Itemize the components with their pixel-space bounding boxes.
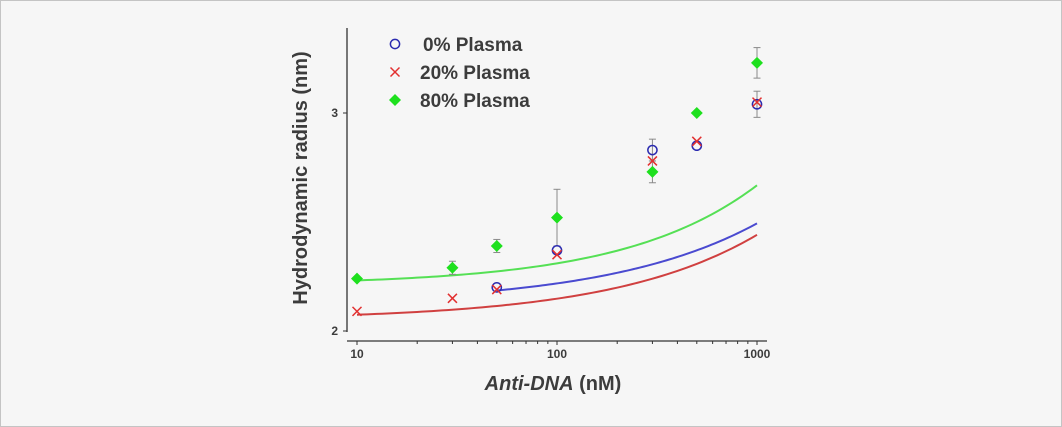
x-axis-label-italic: Anti-DNA: [484, 373, 574, 395]
data-point: [491, 284, 502, 295]
legend-marker: [389, 66, 401, 78]
data-point: [351, 306, 363, 317]
x-axis-label-unit: (nM): [574, 373, 622, 395]
legend-marker: [389, 38, 401, 50]
data-point: [691, 140, 703, 152]
y-axis-label: Hydrodynamic radius (nm): [290, 51, 312, 304]
data-point: [551, 249, 563, 260]
data-point: [646, 165, 659, 178]
data-point: [351, 272, 363, 285]
x-tick-label: 10: [350, 347, 364, 361]
data-point: [691, 136, 702, 147]
data-point: [647, 155, 658, 166]
data-point: [491, 282, 503, 293]
data-point: [551, 211, 563, 224]
legend-label: 80% Plasma: [420, 91, 530, 112]
data-markers: [351, 56, 763, 317]
data-point: [647, 144, 658, 156]
data-point: [446, 261, 459, 274]
legend-marker: [389, 94, 401, 106]
data-point: [751, 98, 763, 110]
x-axis-label: Anti-DNA (nM): [484, 373, 622, 395]
data-point: [447, 293, 458, 304]
legend-label: 20% Plasma: [420, 63, 530, 84]
x-ticks: 10 100 1000: [350, 341, 771, 361]
y-tick-label: 3: [331, 106, 338, 120]
data-point: [490, 239, 503, 252]
x-tick-label: 1000: [744, 347, 771, 361]
y-tick-label: 2: [331, 324, 338, 338]
legend-label: 0% Plasma: [423, 35, 523, 56]
legend: 0% Plasma 20% Plasma 80% Plasma: [389, 35, 530, 112]
data-point: [551, 244, 563, 256]
fit-curve: [356, 184, 758, 282]
x-tick-label: 100: [547, 347, 567, 361]
axes: [346, 28, 767, 342]
data-point: [690, 107, 703, 119]
data-point: [751, 97, 763, 108]
data-point: [751, 56, 763, 69]
y-ticks: 23: [331, 106, 347, 338]
fit-curve: [496, 222, 758, 292]
fit-curves: [356, 184, 758, 316]
fit-curve: [356, 233, 758, 316]
